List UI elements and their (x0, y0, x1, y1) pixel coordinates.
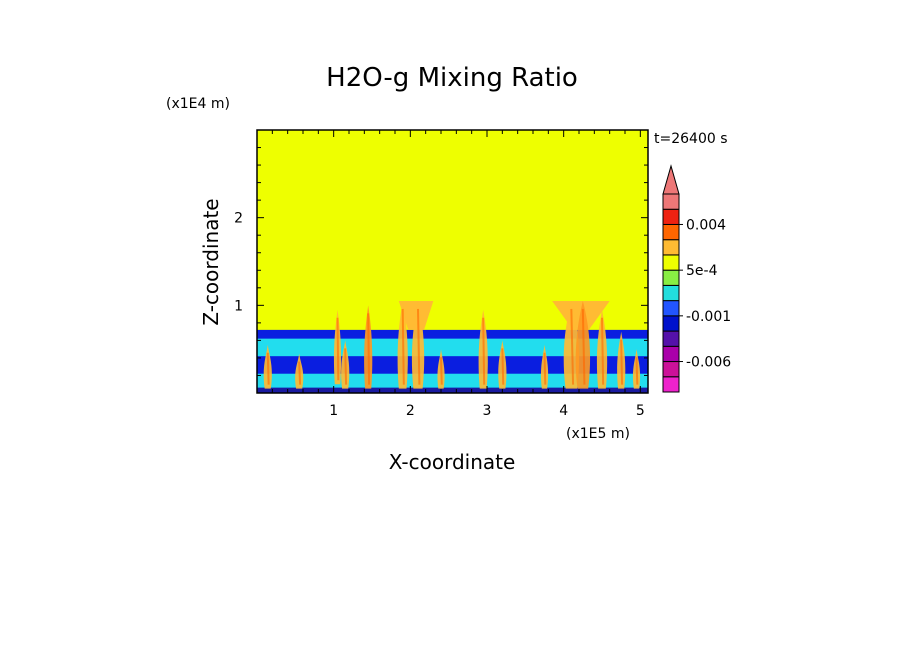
colorbar-segment (662, 254, 680, 271)
colorbar-segment (662, 239, 680, 256)
plume-core-13 (581, 308, 586, 385)
colorbar-label: 5e-4 (686, 263, 718, 279)
x-tick-label: 4 (559, 403, 568, 419)
colorbar-segment (662, 345, 680, 363)
plume-core-9 (482, 317, 486, 385)
colorbar-segment (662, 193, 680, 210)
plume-core-16 (635, 357, 639, 385)
y-axis-label: Z-coordinate (199, 198, 223, 325)
colorbar-segment (662, 269, 680, 286)
x-tick-label: 2 (406, 403, 415, 419)
plume-core-4 (344, 348, 348, 385)
colorbar-label: 0.004 (686, 217, 726, 233)
x-tick-label: 5 (636, 403, 645, 419)
colorbar-segment (662, 315, 680, 332)
axes: 1 2 3 4 5 1 2 (234, 129, 649, 419)
time-label: t=26400 s (654, 131, 728, 147)
colorbar-segment (662, 361, 680, 378)
x-tick-label: 3 (483, 403, 492, 419)
colorbar-segment (662, 300, 680, 317)
colorbar: 0.004 5e-4 -0.001 -0.006 (662, 164, 731, 393)
field-layer-3 (257, 356, 648, 376)
colorbar-segment (662, 330, 680, 347)
chart-title: H2O-g Mixing Ratio (326, 63, 578, 93)
y-tick-label: 1 (234, 298, 243, 314)
plume-core-10 (501, 348, 505, 385)
plume-core-6 (401, 308, 405, 385)
y-unit-label: (x1E4 m) (166, 96, 230, 112)
colorbar-segment (662, 208, 680, 225)
plume-core-8 (440, 357, 443, 385)
field-layer-5 (257, 387, 648, 393)
x-tick-label: 1 (329, 403, 338, 419)
colorbar-extend-arrow (662, 164, 680, 195)
plume-core-7 (417, 308, 421, 385)
plume-core-11 (543, 352, 547, 385)
colorbar-label: -0.001 (686, 309, 731, 325)
field-layer-4 (257, 373, 648, 386)
plume-core-15 (620, 339, 624, 385)
colorbar-segment (662, 376, 680, 393)
plot-frame (256, 129, 649, 394)
plume-core-5 (367, 313, 371, 385)
plume-core-1 (266, 352, 270, 385)
colorbar-segment (662, 223, 680, 241)
plume-core-12 (570, 308, 575, 385)
contour-field (257, 130, 648, 393)
x-unit-label: (x1E5 m) (566, 426, 630, 442)
plume-core-14 (601, 317, 605, 385)
colorbar-segment (662, 284, 680, 302)
plot-area (257, 130, 648, 393)
y-tick-label: 2 (234, 211, 243, 227)
plume-core-2 (298, 361, 302, 385)
plume-core-3 (336, 317, 340, 381)
x-axis-label: X-coordinate (389, 450, 516, 474)
colorbar-label: -0.006 (686, 355, 731, 371)
